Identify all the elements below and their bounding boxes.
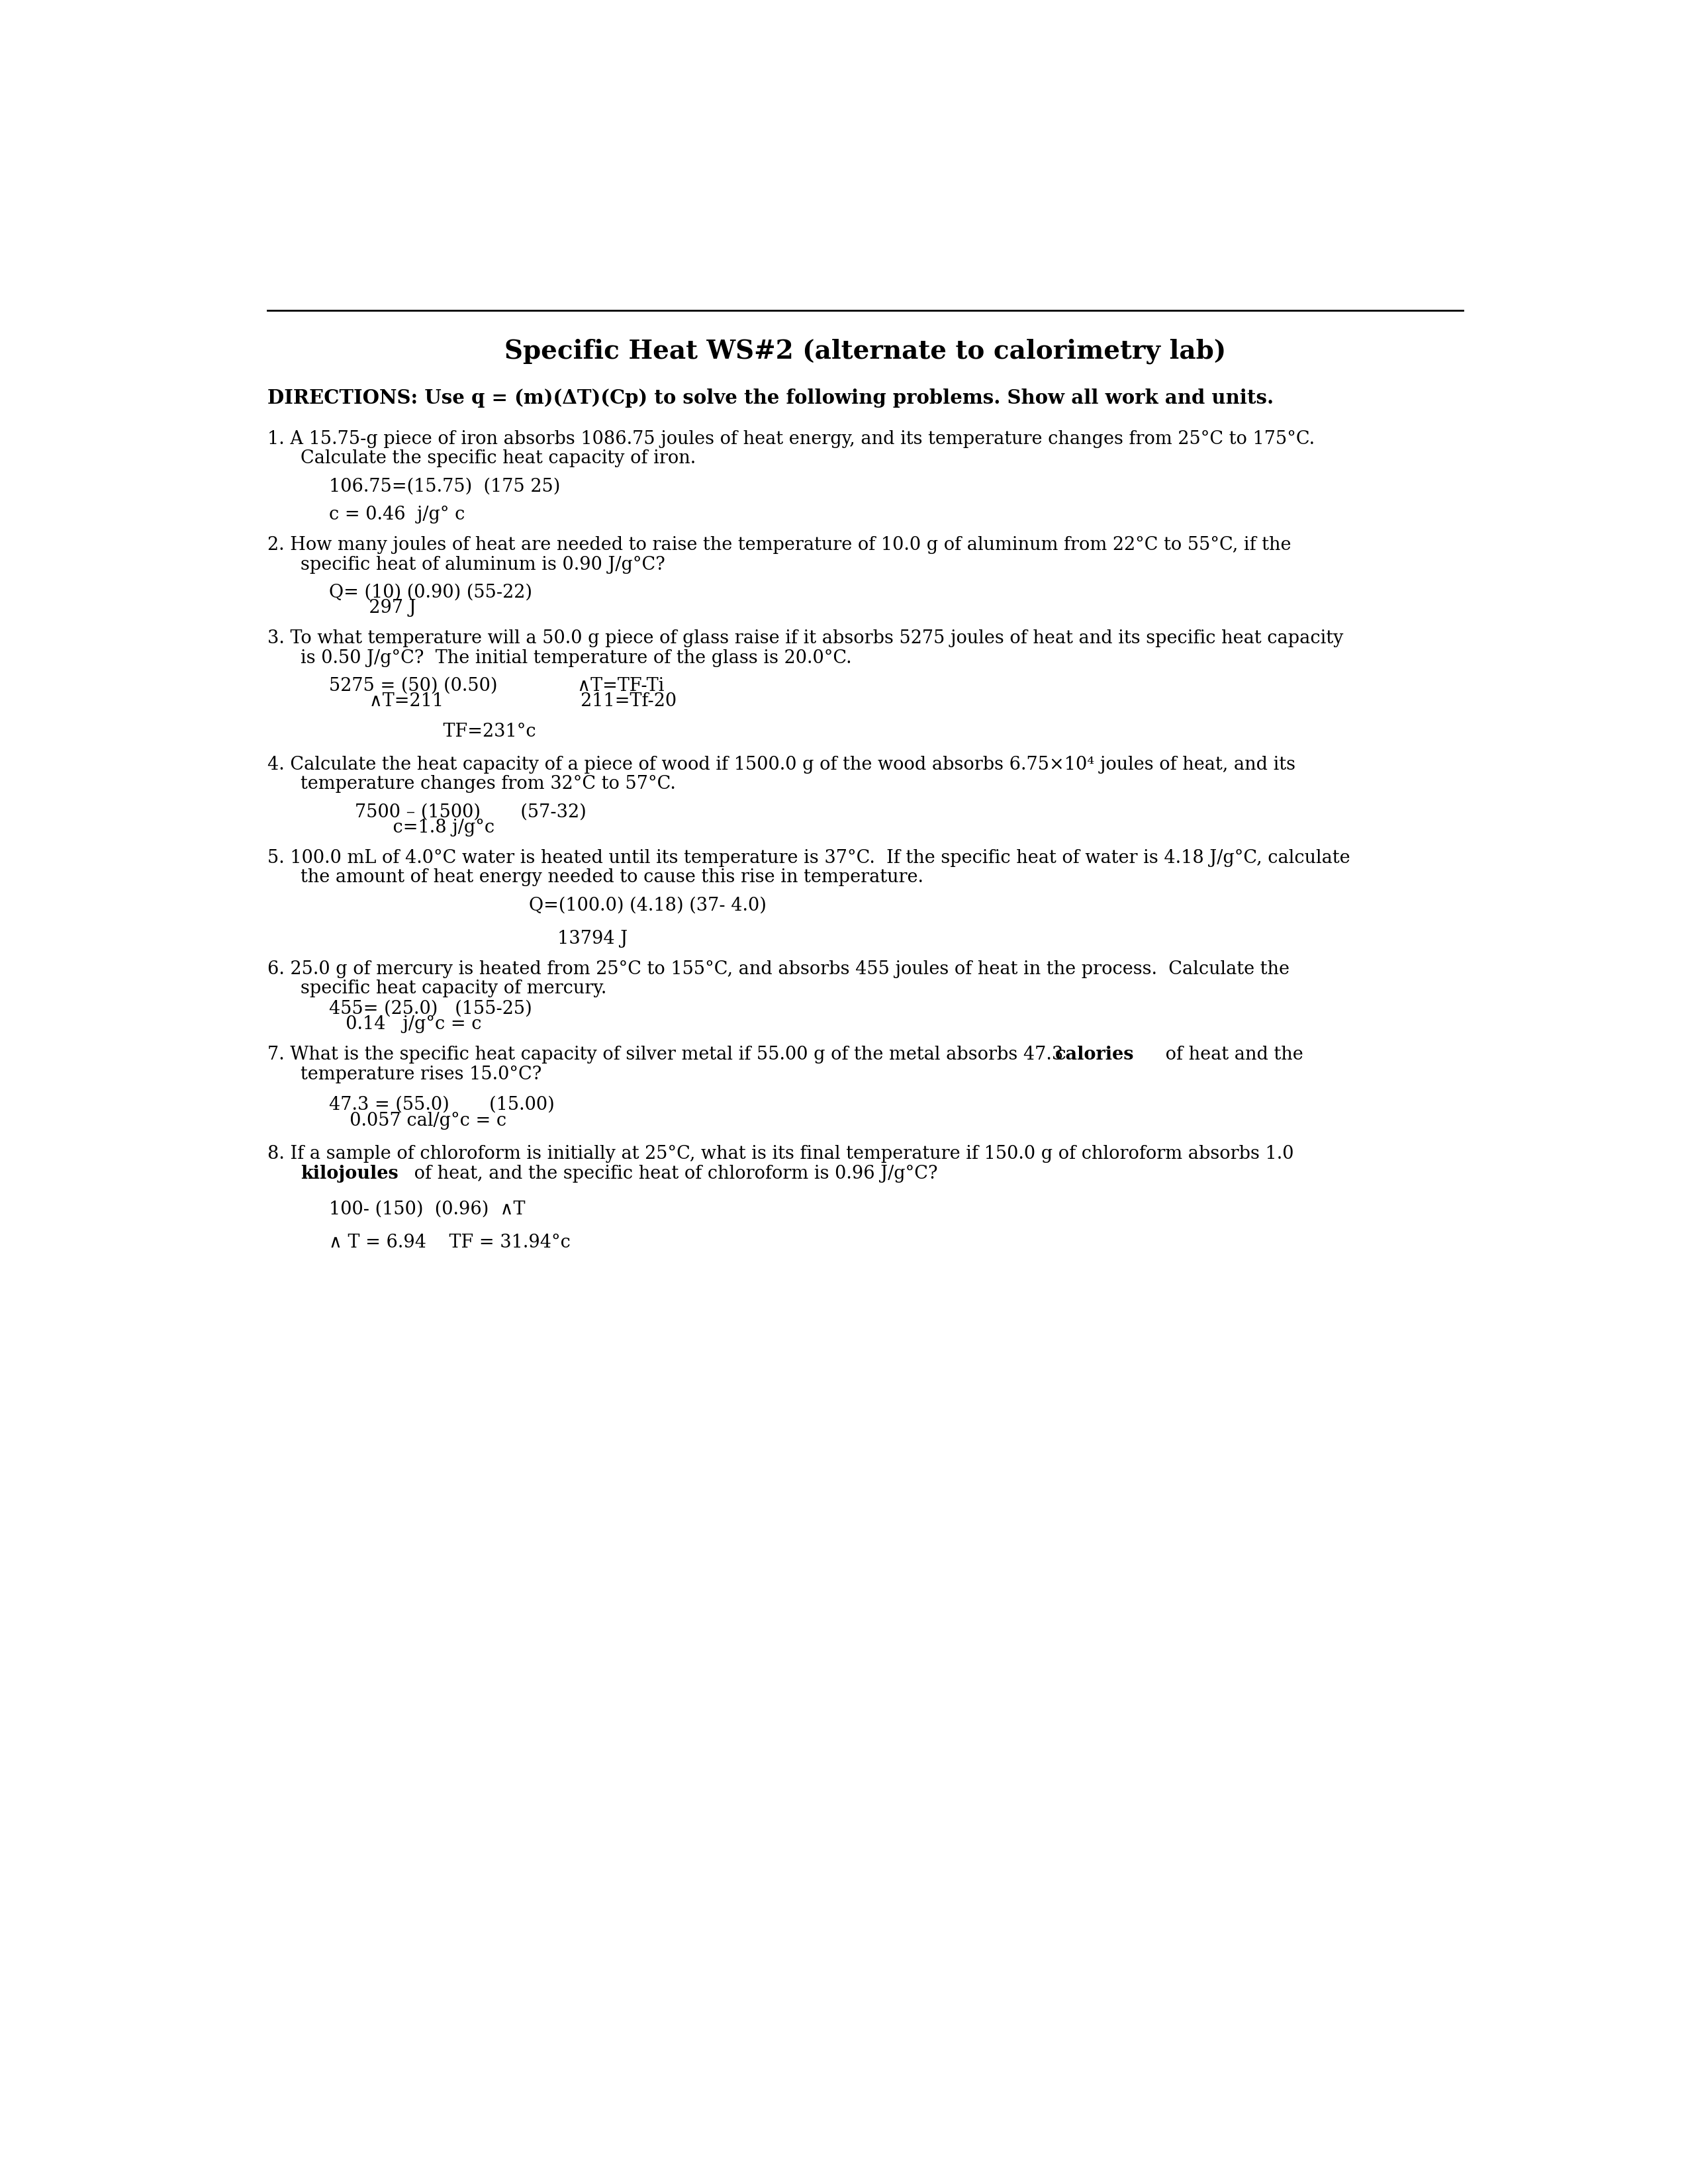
Text: TF=231°c: TF=231°c bbox=[329, 723, 537, 740]
Text: DIRECTIONS: Use q = (m)(ΔT)(Cp) to solve the following problems. Show all work a: DIRECTIONS: Use q = (m)(ΔT)(Cp) to solve… bbox=[267, 389, 1274, 408]
Text: 0.057 cal/g°c = c: 0.057 cal/g°c = c bbox=[338, 1112, 506, 1129]
Text: 100- (150)  (0.96)  ∧T: 100- (150) (0.96) ∧T bbox=[329, 1201, 525, 1219]
Text: c = 0.46  j/g° c: c = 0.46 j/g° c bbox=[329, 507, 464, 524]
Text: calories: calories bbox=[1055, 1046, 1134, 1064]
Text: Specific Heat WS#2 (alternate to calorimetry lab): Specific Heat WS#2 (alternate to calorim… bbox=[505, 339, 1225, 365]
Text: 1. A 15.75-g piece of iron absorbs 1086.75 joules of heat energy, and its temper: 1. A 15.75-g piece of iron absorbs 1086.… bbox=[267, 430, 1315, 448]
Text: the amount of heat energy needed to cause this rise in temperature.: the amount of heat energy needed to caus… bbox=[300, 869, 923, 887]
Text: is 0.50 J/g°C?  The initial temperature of the glass is 20.0°C.: is 0.50 J/g°C? The initial temperature o… bbox=[300, 649, 852, 666]
Text: 8. If a sample of chloroform is initially at 25°C, what is its final temperature: 8. If a sample of chloroform is initiall… bbox=[267, 1144, 1293, 1164]
Text: kilojoules: kilojoules bbox=[300, 1164, 398, 1182]
Text: Q= (10) (0.90) (55-22): Q= (10) (0.90) (55-22) bbox=[329, 583, 532, 601]
Text: 106.75=(15.75)  (175 25): 106.75=(15.75) (175 25) bbox=[329, 478, 560, 496]
Text: 5. 100.0 mL of 4.0°C water is heated until its temperature is 37°C.  If the spec: 5. 100.0 mL of 4.0°C water is heated unt… bbox=[267, 850, 1350, 867]
Text: 297 J: 297 J bbox=[329, 598, 417, 616]
Text: 47.3 = (55.0)       (15.00): 47.3 = (55.0) (15.00) bbox=[329, 1096, 555, 1114]
Text: 7500 – (1500)       (57-32): 7500 – (1500) (57-32) bbox=[354, 804, 586, 821]
Text: 2. How many joules of heat are needed to raise the temperature of 10.0 g of alum: 2. How many joules of heat are needed to… bbox=[267, 537, 1291, 555]
Text: specific heat capacity of mercury.: specific heat capacity of mercury. bbox=[300, 981, 608, 998]
Text: 455= (25.0)   (155-25): 455= (25.0) (155-25) bbox=[329, 1000, 532, 1018]
Text: ∧ T = 6.94    TF = 31.94°c: ∧ T = 6.94 TF = 31.94°c bbox=[329, 1234, 571, 1251]
Text: specific heat of aluminum is 0.90 J/g°C?: specific heat of aluminum is 0.90 J/g°C? bbox=[300, 555, 665, 574]
Text: Q=(100.0) (4.18) (37- 4.0): Q=(100.0) (4.18) (37- 4.0) bbox=[528, 895, 766, 915]
Text: of heat and the: of heat and the bbox=[1160, 1046, 1303, 1064]
Text: Calculate the specific heat capacity of iron.: Calculate the specific heat capacity of … bbox=[300, 450, 695, 467]
Text: ∧T=211                        211=Tf-20: ∧T=211 211=Tf-20 bbox=[353, 692, 677, 710]
Text: temperature rises 15.0°C?: temperature rises 15.0°C? bbox=[300, 1066, 542, 1083]
Text: 3. To what temperature will a 50.0 g piece of glass raise if it absorbs 5275 jou: 3. To what temperature will a 50.0 g pie… bbox=[267, 629, 1344, 646]
Text: 4. Calculate the heat capacity of a piece of wood if 1500.0 g of the wood absorb: 4. Calculate the heat capacity of a piec… bbox=[267, 756, 1295, 773]
Text: 5275 = (50) (0.50)              ∧T=TF-Ti: 5275 = (50) (0.50) ∧T=TF-Ti bbox=[329, 677, 663, 695]
Text: 6. 25.0 g of mercury is heated from 25°C to 155°C, and absorbs 455 joules of hea: 6. 25.0 g of mercury is heated from 25°C… bbox=[267, 961, 1290, 978]
Text: 0.14   j/g°c = c: 0.14 j/g°c = c bbox=[334, 1016, 481, 1033]
Text: of heat, and the specific heat of chloroform is 0.96 J/g°C?: of heat, and the specific heat of chloro… bbox=[408, 1164, 939, 1182]
Text: 7. What is the specific heat capacity of silver metal if 55.00 g of the metal ab: 7. What is the specific heat capacity of… bbox=[267, 1046, 1069, 1064]
Text: temperature changes from 32°C to 57°C.: temperature changes from 32°C to 57°C. bbox=[300, 775, 675, 793]
Text: c=1.8 j/g°c: c=1.8 j/g°c bbox=[370, 819, 495, 836]
Text: 13794 J: 13794 J bbox=[528, 930, 628, 948]
